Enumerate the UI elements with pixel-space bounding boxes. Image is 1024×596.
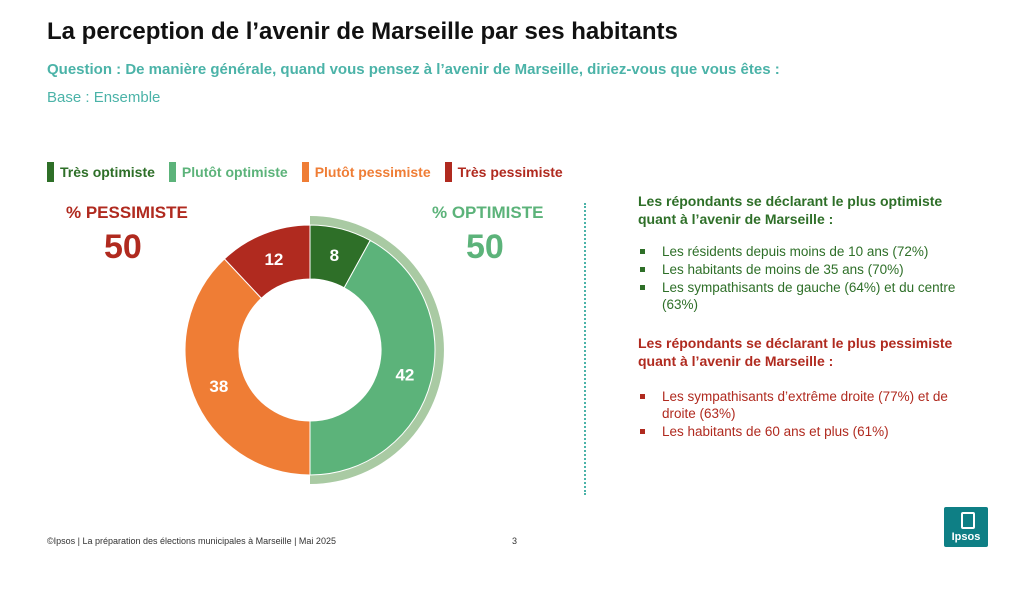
legend-item-plutot-optimiste: Plutôt optimiste (168, 162, 288, 182)
optimist-list-bullet-icon (640, 285, 645, 290)
chart-legend: Très optimiste Plutôt optimiste Plutôt p… (47, 162, 563, 182)
donut-label-tres-optimiste: 8 (330, 246, 339, 265)
pessimist-list-item-text: Les habitants de 60 ans et plus (61%) (662, 424, 889, 439)
donut-slice-tres-pessimiste (223, 224, 311, 299)
legend-label-tres-optimiste: Très optimiste (60, 164, 155, 180)
legend-label-tres-pessimiste: Très pessimiste (457, 164, 563, 180)
pessimist-list-item-text: Les sympathisants d’extrême droite (77%)… (662, 389, 948, 421)
legend-item-tres-pessimiste: Très pessimiste (444, 162, 563, 182)
base-text: Base : Ensemble (47, 89, 161, 106)
pessimiste-kpi-label: % PESSIMISTE (66, 203, 188, 222)
optimist-list: Les résidents depuis moins de 10 ans (72… (638, 243, 978, 314)
donut-slice-plutot-optimiste (309, 239, 436, 476)
optimist-list-item: Les habitants de moins de 35 ans (70%) (638, 261, 978, 278)
page-title: La perception de l’avenir de Marseille p… (47, 18, 678, 45)
ipsos-logo: Ipsos (944, 507, 988, 547)
pessimist-heading: Les répondants se déclarant le plus pess… (638, 335, 953, 369)
optimist-heading: Les répondants se déclarant le plus opti… (638, 193, 943, 227)
footer-source: ©Ipsos | La préparation des élections mu… (47, 536, 336, 546)
pessimist-list-bullet-icon (640, 394, 645, 399)
legend-label-plutot-optimiste: Plutôt optimiste (181, 164, 288, 180)
optimist-list-item-text: Les résidents depuis moins de 10 ans (72… (662, 244, 929, 259)
optimist-list-bullet-icon (640, 249, 645, 254)
donut-chart: 8 42 38 12 (184, 216, 444, 484)
optimist-list-item-text: Les sympathisants de gauche (64%) et du … (662, 280, 956, 312)
legend-swatch-plutot-pessimiste (301, 162, 309, 182)
legend-label-plutot-pessimiste: Plutôt pessimiste (314, 164, 431, 180)
donut-label-plutot-optimiste: 42 (395, 365, 414, 384)
donut-slice-plutot-pessimiste (184, 258, 311, 476)
optimist-list-bullet-icon (640, 267, 645, 272)
pessimist-list-item: Les habitants de 60 ans et plus (61%) (638, 423, 978, 440)
page-number: 3 (512, 536, 518, 546)
ipsos-logo-icon (961, 512, 975, 529)
legend-swatch-tres-pessimiste (444, 162, 452, 182)
legend-item-tres-optimiste: Très optimiste (47, 162, 155, 182)
pessimist-list: Les sympathisants d’extrême droite (77%)… (638, 388, 978, 441)
donut-label-plutot-pessimiste: 38 (209, 377, 228, 396)
legend-item-plutot-pessimiste: Plutôt pessimiste (301, 162, 431, 182)
optimist-list-item: Les résidents depuis moins de 10 ans (72… (638, 243, 978, 260)
optimiste-kpi-label: % OPTIMISTE (432, 203, 544, 222)
question-text: Question : De manière générale, quand vo… (47, 61, 780, 78)
optimist-list-item: Les sympathisants de gauche (64%) et du … (638, 279, 978, 313)
legend-swatch-tres-optimiste (47, 162, 54, 182)
legend-swatch-plutot-optimiste (168, 162, 176, 182)
ipsos-logo-text: Ipsos (951, 531, 981, 543)
optimiste-kpi-value: 50 (466, 228, 504, 266)
pessimiste-kpi-value: 50 (104, 228, 142, 266)
pessimist-list-item: Les sympathisants d’extrême droite (77%)… (638, 388, 978, 422)
divider (584, 203, 586, 495)
pessimist-list-bullet-icon (640, 429, 645, 434)
donut-label-tres-pessimiste: 12 (264, 250, 283, 269)
optimist-list-item-text: Les habitants de moins de 35 ans (70%) (662, 262, 904, 277)
